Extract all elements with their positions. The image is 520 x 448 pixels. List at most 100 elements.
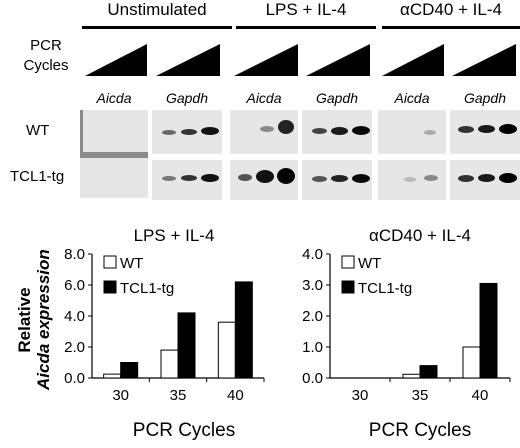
y-tick-label: 4.0: [64, 308, 85, 325]
row-label-wt: WT: [26, 122, 50, 139]
gel-band: [256, 170, 274, 183]
legend-swatch: [103, 280, 117, 294]
y-tick-label: 3.0: [302, 277, 323, 294]
gel-band: [201, 127, 219, 135]
gel-edge: [80, 110, 83, 154]
y-tick-label: 2.0: [302, 308, 323, 325]
gene-label: Aicda: [96, 90, 132, 106]
gel-band: [499, 124, 517, 134]
y-tick-label: 6.0: [64, 277, 85, 294]
gel-band: [478, 125, 495, 133]
condition-label-lps: LPS + IL-4: [265, 0, 347, 19]
gene-label: Gapdh: [165, 90, 209, 106]
gel-band: [458, 126, 474, 133]
bar: [160, 349, 179, 379]
chart-title-acd40: αCD40 + IL-4: [369, 226, 471, 245]
pcr-cycles-label: PCR Cycles: [23, 37, 69, 74]
legend-swatch: [341, 280, 355, 294]
y-tick-label: 2.0: [64, 339, 85, 356]
gel-band: [331, 175, 348, 182]
gel-panel: [450, 110, 520, 154]
bar: [103, 373, 122, 379]
x-axis-label-lps: PCR Cycles: [132, 420, 236, 441]
gel-band: [181, 129, 197, 135]
gel-band: [404, 177, 416, 182]
gel-band: [424, 175, 438, 181]
x-tick-label: 40: [227, 387, 244, 404]
x-axis-label-acd40: PCR Cycles: [368, 420, 472, 441]
gel-panel: [80, 152, 148, 198]
cycle-triangle: [452, 44, 516, 76]
legend-label: TCL1-tg: [358, 280, 412, 297]
x-tick-label: 35: [412, 387, 429, 404]
gene-label: Gapdh: [315, 90, 359, 106]
gel-band: [260, 126, 274, 132]
gel-panel: [80, 110, 148, 154]
legend-swatch: [103, 255, 117, 269]
gel-band: [424, 130, 436, 135]
gel-band: [499, 173, 517, 183]
y-tick-label: 1.0: [302, 339, 323, 356]
gel-band: [162, 176, 176, 181]
y-tick-label: 8.0: [64, 246, 85, 263]
legend-label: WT: [120, 255, 143, 272]
gel-band: [181, 175, 197, 181]
gel-band: [201, 174, 219, 182]
bar: [462, 346, 481, 379]
gel-panel: [302, 160, 372, 200]
cycle-triangle: [156, 44, 220, 76]
gel-panel: [378, 160, 446, 200]
y-tick-label: 4.0: [302, 246, 323, 263]
condition-line-lps: [236, 26, 376, 29]
gel-panel: [302, 110, 372, 154]
gel-band: [312, 176, 327, 182]
bar: [217, 321, 236, 379]
bar: [402, 373, 421, 379]
condition-line-unstimulated: [82, 26, 232, 29]
gel-panel: [152, 110, 222, 154]
bar: [234, 281, 253, 379]
gel-band: [278, 120, 294, 134]
gel-band: [331, 127, 348, 135]
gel-panel: [378, 110, 446, 154]
condition-label-acd40: αCD40 + IL-4: [400, 0, 502, 19]
gel-band: [352, 174, 370, 183]
cycle-triangles: [85, 44, 516, 76]
gel-panel: [230, 160, 298, 200]
gel-band: [277, 168, 295, 184]
condition-line-acd40: [382, 26, 520, 29]
bar: [479, 282, 498, 379]
x-tick-label: 30: [352, 387, 369, 404]
y-tick-label: 0.0: [64, 370, 85, 387]
condition-label-unstimulated: Unstimulated: [107, 0, 207, 19]
gel-panel: [152, 160, 222, 200]
gel-band: [238, 174, 252, 181]
legend-swatch: [341, 255, 355, 269]
x-tick-label: 30: [112, 387, 129, 404]
bar: [177, 312, 196, 379]
gel-band: [478, 174, 495, 182]
gene-label: Gapdh: [463, 90, 507, 106]
y-tick-label: 0.0: [302, 370, 323, 387]
gene-label: Aicda: [246, 90, 282, 106]
gene-label: Aicda: [394, 90, 430, 106]
chart-title-lps: LPS + IL-4: [133, 226, 215, 245]
x-tick-label: 40: [472, 387, 489, 404]
gel-panel: [450, 160, 520, 200]
legend-label: TCL1-tg: [120, 280, 174, 297]
legend-label: WT: [358, 255, 381, 272]
gel-band: [352, 126, 370, 135]
gel-band: [312, 128, 327, 134]
gel-edge: [80, 152, 148, 158]
row-label-tcl1: TCL1-tg: [10, 168, 65, 185]
gel-panel: [230, 110, 298, 154]
gel-band: [458, 175, 474, 182]
cycle-triangle: [382, 44, 444, 76]
gel-band: [162, 130, 176, 135]
cycle-triangle: [234, 44, 298, 76]
x-tick-label: 35: [170, 387, 187, 404]
bar: [419, 365, 438, 379]
cycle-triangle: [85, 44, 147, 76]
cycle-triangle: [306, 44, 370, 76]
